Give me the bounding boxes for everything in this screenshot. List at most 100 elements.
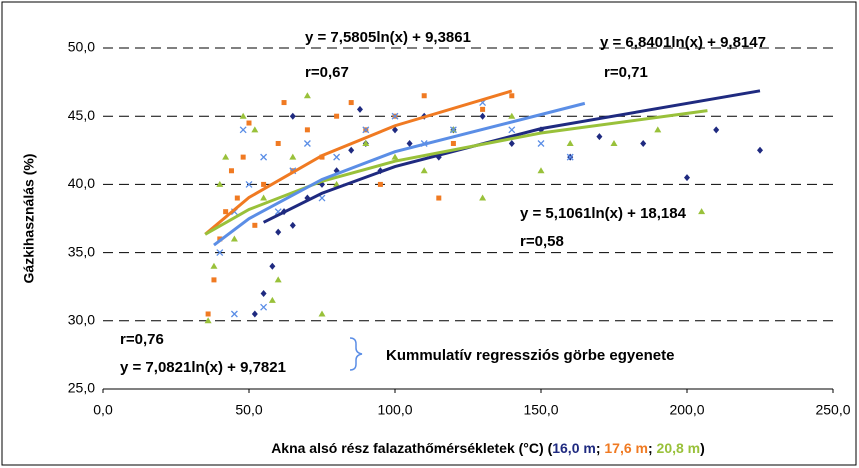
- legend-entry: 17,6 m: [604, 440, 648, 456]
- point: [596, 133, 603, 141]
- point: [268, 296, 276, 303]
- y-tick-label: 40,0: [68, 175, 95, 191]
- point: [216, 249, 224, 257]
- annotation: r=0,76: [120, 331, 164, 348]
- x-axis-title-part: Akna alsó rész falazathőmérsékletek (°C)…: [271, 440, 552, 456]
- point: [239, 112, 247, 119]
- point: [260, 290, 267, 298]
- trend-line: [262, 89, 761, 224]
- point: [480, 106, 486, 112]
- point: [479, 194, 487, 201]
- point: [275, 140, 281, 146]
- point: [230, 310, 238, 318]
- point: [333, 180, 341, 187]
- y-tick-label: 25,0: [68, 380, 95, 396]
- point: [260, 194, 268, 201]
- point: [239, 126, 247, 134]
- x-tick-label: 150,0: [523, 402, 558, 418]
- point: [508, 126, 516, 134]
- point: [566, 139, 574, 146]
- point: [348, 146, 355, 154]
- x-tick-label: 0,0: [93, 402, 113, 418]
- point: [303, 140, 311, 147]
- legend-entry: 20,8 m: [657, 440, 701, 456]
- point: [757, 146, 763, 154]
- point: [391, 153, 399, 160]
- point: [508, 112, 516, 119]
- legend-entry: 16,0 m: [552, 440, 596, 456]
- point: [216, 180, 224, 187]
- annotation: y = 7,0821ln(x) + 9,7821: [120, 359, 286, 376]
- point: [391, 112, 399, 120]
- x-tick-label: 200,0: [669, 402, 704, 418]
- point: [234, 195, 240, 201]
- point: [392, 126, 398, 134]
- point: [260, 153, 268, 161]
- x-tick-label: 250,0: [815, 402, 850, 418]
- point: [304, 127, 310, 133]
- y-tick-label: 45,0: [68, 107, 95, 123]
- trend-line: [204, 109, 708, 236]
- x-axis-title-part: ): [700, 440, 705, 456]
- x-axis-title-part: ;: [596, 440, 605, 456]
- point: [210, 262, 218, 269]
- point: [289, 221, 296, 229]
- point: [333, 153, 341, 161]
- trend-line: [213, 101, 586, 247]
- point: [377, 181, 383, 187]
- annotation: y = 7,5805ln(x) + 9,3861: [305, 29, 471, 46]
- trend-line: [204, 89, 513, 236]
- point: [640, 139, 647, 147]
- point: [281, 100, 287, 106]
- point: [260, 303, 268, 311]
- point: [240, 154, 246, 160]
- annotation: r=0,58: [520, 233, 564, 250]
- point: [223, 209, 229, 215]
- y-axis-title: Gázkihasználás (%): [21, 154, 37, 284]
- point: [269, 262, 276, 270]
- point: [610, 139, 618, 146]
- brace: [349, 337, 363, 371]
- point: [698, 208, 706, 215]
- point: [318, 310, 326, 317]
- x-tick-label: 50,0: [235, 402, 262, 418]
- point: [245, 180, 253, 188]
- point: [205, 311, 211, 317]
- x-axis-title: Akna alsó rész falazathőmérsékletek (°C)…: [271, 440, 705, 456]
- point: [362, 126, 370, 134]
- point: [479, 112, 486, 120]
- point: [362, 139, 370, 146]
- point: [246, 120, 252, 126]
- y-tick-label: 30,0: [68, 312, 95, 328]
- point: [289, 153, 297, 160]
- point: [251, 310, 258, 318]
- point: [230, 235, 238, 242]
- point: [436, 195, 442, 201]
- point: [228, 168, 234, 174]
- point: [222, 153, 230, 160]
- point: [421, 93, 427, 99]
- point: [406, 139, 413, 147]
- point: [318, 194, 326, 202]
- point: [654, 126, 662, 133]
- point: [261, 181, 267, 187]
- point: [275, 228, 282, 236]
- y-tick-label: 50,0: [68, 39, 95, 55]
- annotation: r=0,71: [604, 64, 648, 81]
- point: [450, 140, 456, 146]
- point: [509, 93, 515, 99]
- point: [420, 167, 428, 174]
- point: [566, 153, 574, 161]
- point: [449, 126, 457, 134]
- point: [684, 174, 690, 182]
- annotation: r=0,67: [305, 64, 349, 81]
- point: [334, 113, 340, 119]
- annotation: Kummulatív regressziós görbe egyenete: [386, 347, 674, 364]
- point: [252, 222, 258, 228]
- point: [251, 126, 259, 133]
- point: [356, 105, 363, 113]
- point: [537, 140, 545, 147]
- point: [303, 92, 311, 99]
